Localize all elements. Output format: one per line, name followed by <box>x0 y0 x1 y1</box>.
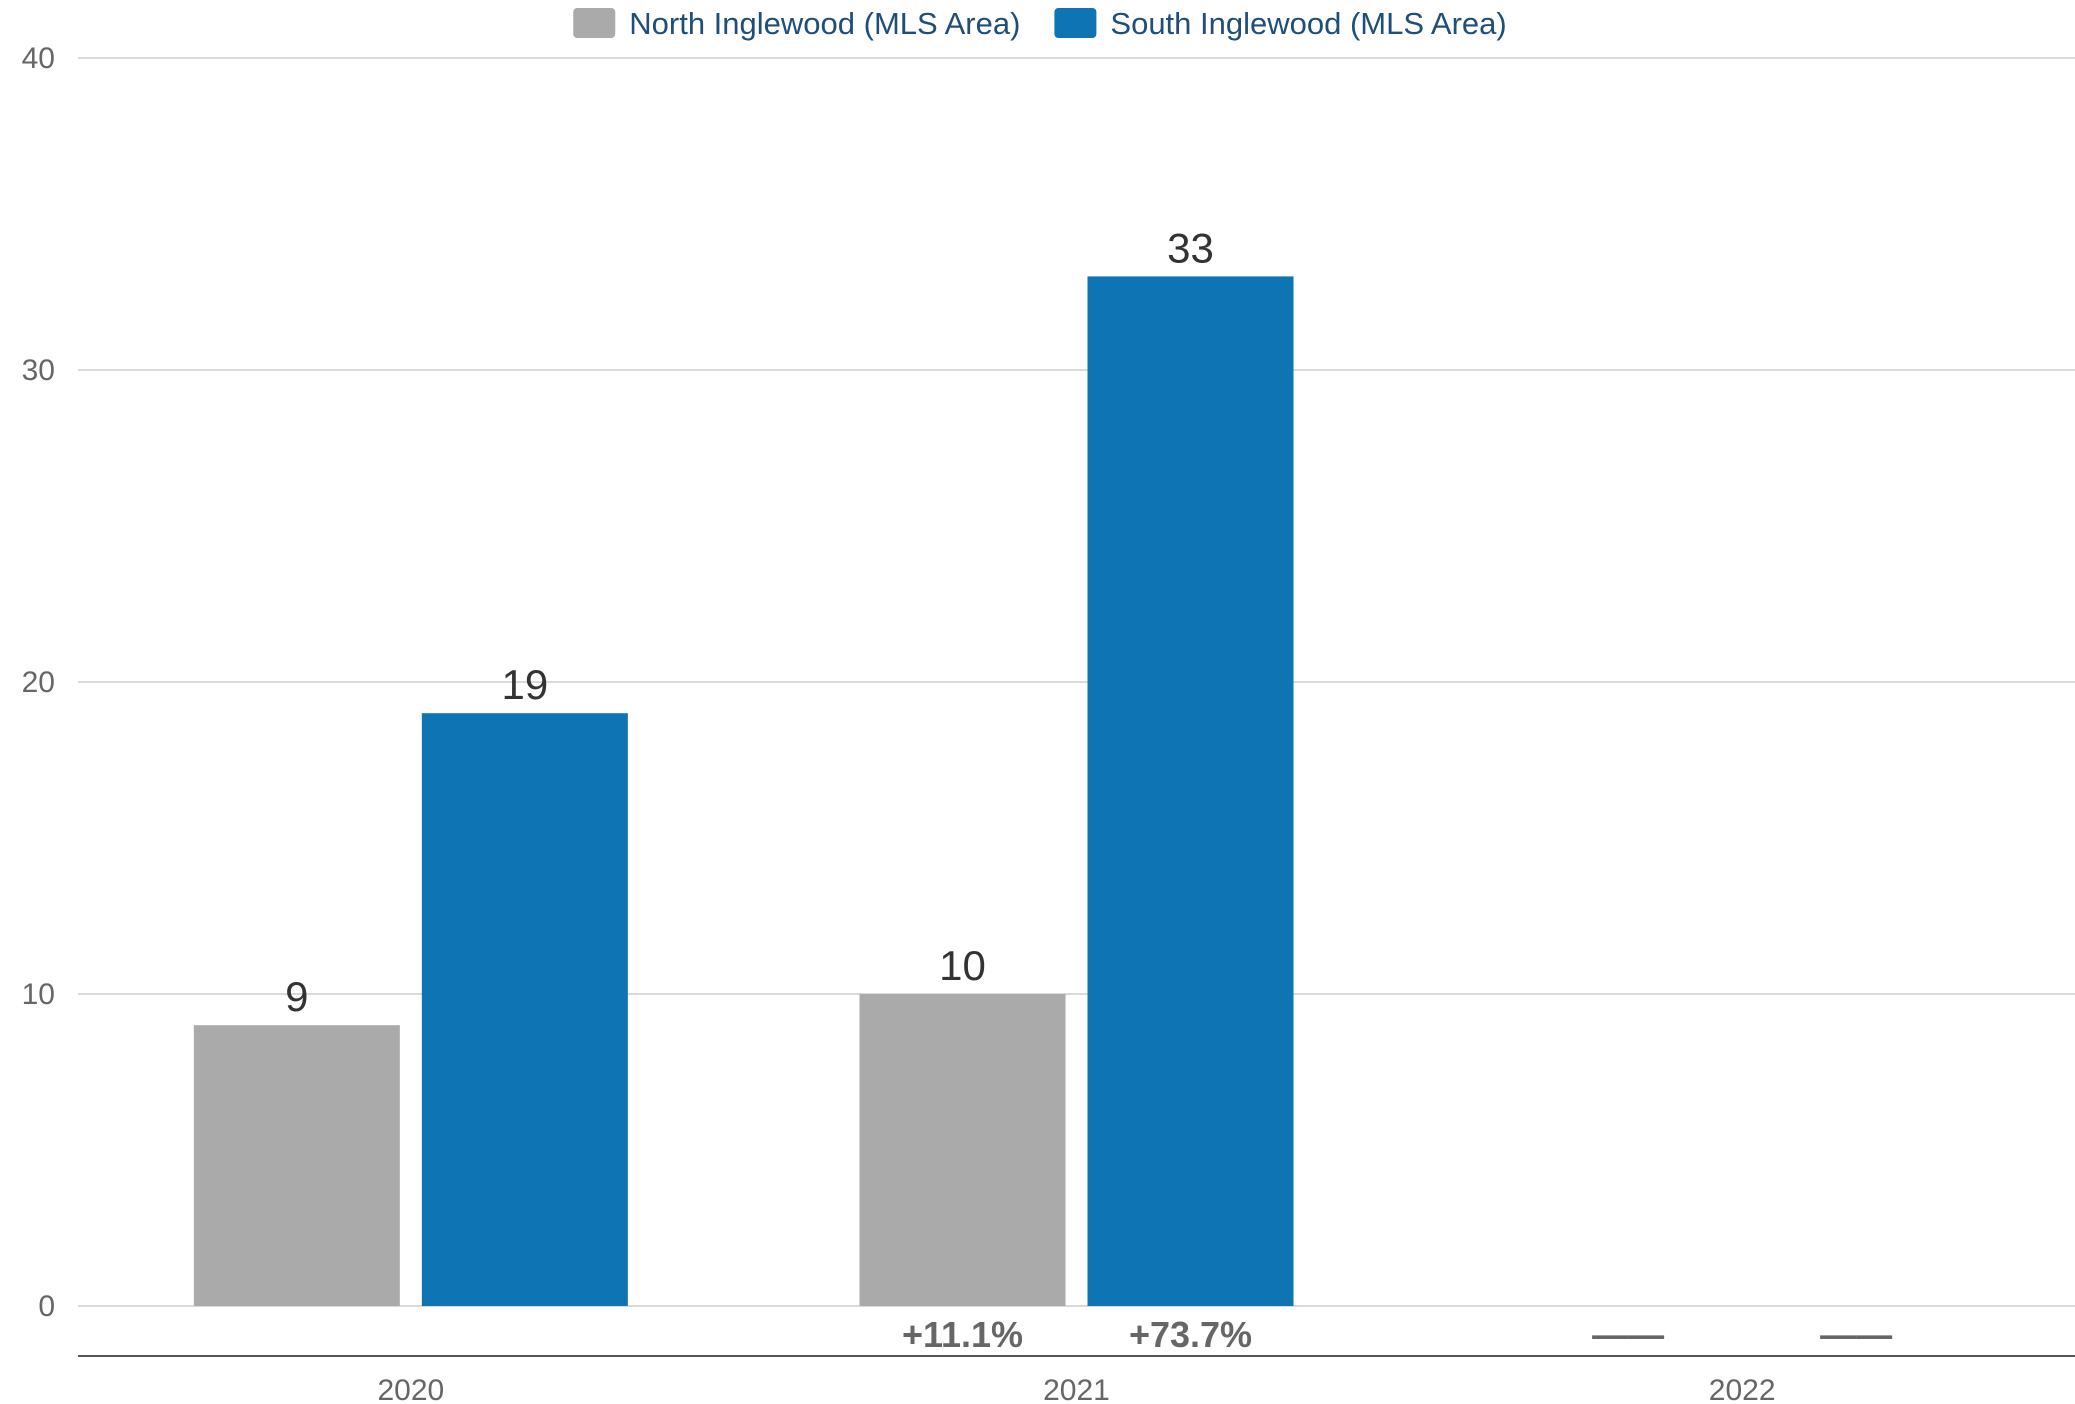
change-label: —— <box>1592 1314 1664 1355</box>
data-label: 19 <box>501 661 548 708</box>
change-labels: +11.1% +73.7% —— —— <box>902 1314 1892 1355</box>
bar-south-2020[interactable] <box>421 713 628 1306</box>
data-label: 33 <box>1167 224 1214 271</box>
x-tick-label: 2021 <box>1043 1374 1110 1404</box>
y-tick-label: 40 <box>22 42 55 75</box>
gridlines <box>78 57 2075 1307</box>
legend-label: South Inglewood (MLS Area) <box>1110 6 1506 41</box>
legend-swatch <box>573 8 616 38</box>
x-tick-label: 2020 <box>377 1374 444 1404</box>
data-label: 10 <box>939 942 986 989</box>
legend-swatch <box>1054 8 1097 38</box>
y-tick-label: 20 <box>22 666 55 699</box>
y-tick-label: 30 <box>22 354 55 387</box>
x-axis: 2020 2021 2022 <box>377 1374 1775 1404</box>
bar-north-2020[interactable] <box>193 1025 400 1306</box>
y-tick-label: 0 <box>38 1290 55 1323</box>
change-label: —— <box>1820 1314 1892 1355</box>
y-axis: 0 10 20 30 40 <box>22 42 55 1323</box>
change-label: +73.7% <box>1129 1314 1252 1355</box>
bar-south-2021[interactable] <box>1087 276 1294 1306</box>
data-label: 9 <box>285 973 308 1020</box>
legend-label: North Inglewood (MLS Area) <box>629 6 1020 41</box>
bars <box>193 276 1294 1306</box>
change-label: +11.1% <box>902 1314 1023 1355</box>
data-labels: 9 19 10 33 <box>285 224 1214 1020</box>
bar-north-2021[interactable] <box>859 994 1066 1306</box>
legend[interactable]: North Inglewood (MLS Area) South Inglewoo… <box>573 6 1507 41</box>
legend-item-south[interactable]: South Inglewood (MLS Area) <box>1054 6 1507 41</box>
y-tick-label: 10 <box>22 978 55 1011</box>
x-tick-label: 2022 <box>1709 1374 1776 1404</box>
legend-item-north[interactable]: North Inglewood (MLS Area) <box>573 6 1020 41</box>
